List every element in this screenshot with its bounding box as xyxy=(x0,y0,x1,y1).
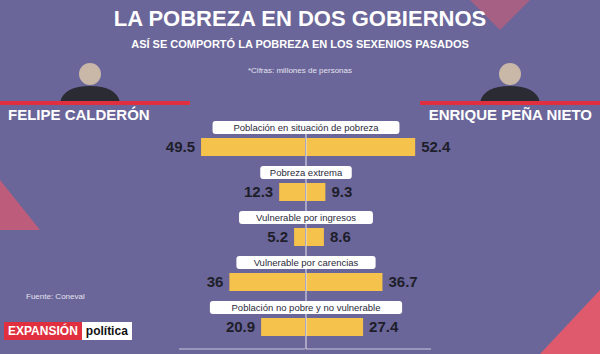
svg-text:Vulnerable por carencias: Vulnerable por carencias xyxy=(254,257,359,268)
svg-text:36: 36 xyxy=(207,273,224,290)
svg-text:Vulnerable por ingresos: Vulnerable por ingresos xyxy=(256,212,356,223)
svg-text:5.2: 5.2 xyxy=(267,228,288,245)
svg-text:20.9: 20.9 xyxy=(226,318,255,335)
svg-text:Pobreza extrema: Pobreza extrema xyxy=(270,167,343,178)
svg-text:36.7: 36.7 xyxy=(388,273,417,290)
svg-text:9.3: 9.3 xyxy=(331,183,352,200)
svg-text:12.3: 12.3 xyxy=(244,183,273,200)
html-text:política: política xyxy=(85,324,128,338)
html-text:*Cifras: millones de personas: *Cifras: millones de personas xyxy=(248,66,352,75)
svg-text:Población no pobre y no vulner: Población no pobre y no vulnerable xyxy=(232,302,381,313)
html-text:ASÍ SE COMPORTÓ LA POBREZA EN: ASÍ SE COMPORTÓ LA POBREZA EN LOS SEXENI… xyxy=(131,38,469,50)
html-text:EXPANSIÓN: EXPANSIÓN xyxy=(8,324,78,338)
html-text:FELIPE CALDERÓN: FELIPE CALDERÓN xyxy=(8,106,150,123)
svg-text:8.6: 8.6 xyxy=(330,228,351,245)
svg-text:Población en situación de pobr: Población en situación de pobreza xyxy=(233,122,379,133)
html-text:Fuente: Coneval: Fuente: Coneval xyxy=(26,292,85,301)
html-text:ENRIQUE PEÑA NIETO: ENRIQUE PEÑA NIETO xyxy=(428,106,592,123)
svg-text:27.4: 27.4 xyxy=(369,318,399,335)
html-text:LA POBREZA EN DOS GOBIERNOS: LA POBREZA EN DOS GOBIERNOS xyxy=(113,6,487,31)
svg-text:52.4: 52.4 xyxy=(421,138,451,155)
svg-text:49.5: 49.5 xyxy=(166,138,195,155)
